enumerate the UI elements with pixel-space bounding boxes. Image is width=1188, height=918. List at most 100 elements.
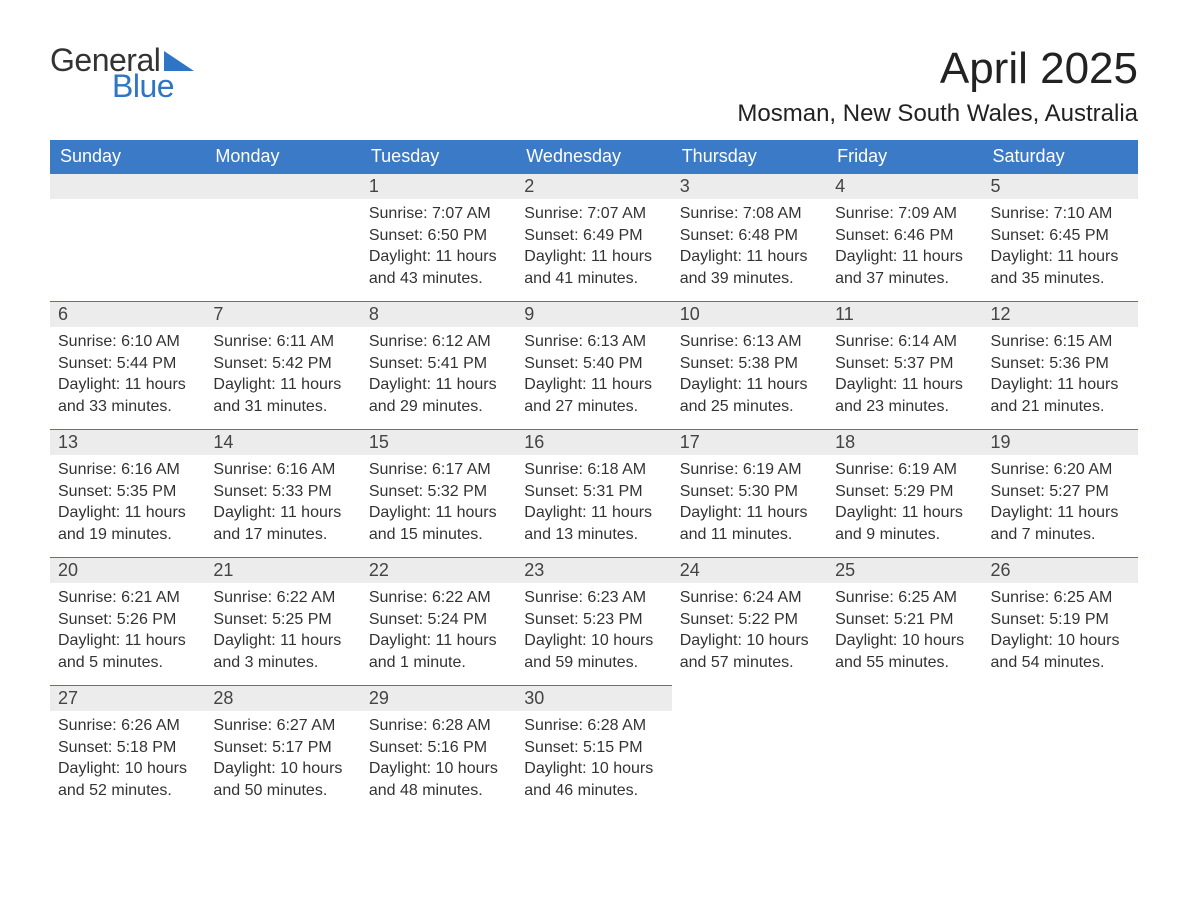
sunrise-line: Sunrise: 6:15 AM [991,331,1130,353]
sunrise-line: Sunrise: 6:12 AM [369,331,508,353]
sunset-line: Sunset: 5:26 PM [58,609,197,631]
calendar-cell: 16Sunrise: 6:18 AMSunset: 5:31 PMDayligh… [516,430,671,558]
day-content: Sunrise: 7:07 AMSunset: 6:49 PMDaylight:… [516,199,671,297]
calendar-cell [205,174,360,302]
calendar-cell: 28Sunrise: 6:27 AMSunset: 5:17 PMDayligh… [205,686,360,814]
sunset-line: Sunset: 5:27 PM [991,481,1130,503]
calendar-cell: 6Sunrise: 6:10 AMSunset: 5:44 PMDaylight… [50,302,205,430]
calendar-cell: 21Sunrise: 6:22 AMSunset: 5:25 PMDayligh… [205,558,360,686]
daylight-line: Daylight: 11 hours and 27 minutes. [524,374,663,417]
day-content: Sunrise: 6:25 AMSunset: 5:21 PMDaylight:… [827,583,982,681]
calendar-cell: 7Sunrise: 6:11 AMSunset: 5:42 PMDaylight… [205,302,360,430]
sunset-line: Sunset: 5:35 PM [58,481,197,503]
sunrise-line: Sunrise: 6:20 AM [991,459,1130,481]
sunrise-line: Sunrise: 6:25 AM [835,587,974,609]
daylight-line: Daylight: 11 hours and 7 minutes. [991,502,1130,545]
day-number: 16 [516,430,671,455]
sunset-line: Sunset: 5:36 PM [991,353,1130,375]
sunrise-line: Sunrise: 6:22 AM [369,587,508,609]
day-content: Sunrise: 6:20 AMSunset: 5:27 PMDaylight:… [983,455,1138,553]
calendar-cell: 18Sunrise: 6:19 AMSunset: 5:29 PMDayligh… [827,430,982,558]
sunset-line: Sunset: 5:40 PM [524,353,663,375]
sunrise-line: Sunrise: 6:11 AM [213,331,352,353]
day-content: Sunrise: 7:10 AMSunset: 6:45 PMDaylight:… [983,199,1138,297]
calendar-cell: 1Sunrise: 7:07 AMSunset: 6:50 PMDaylight… [361,174,516,302]
day-content: Sunrise: 6:19 AMSunset: 5:29 PMDaylight:… [827,455,982,553]
calendar-body: 1Sunrise: 7:07 AMSunset: 6:50 PMDaylight… [50,174,1138,814]
header: General Blue April 2025 Mosman, New Sout… [50,44,1138,140]
day-content: Sunrise: 6:16 AMSunset: 5:35 PMDaylight:… [50,455,205,553]
calendar-cell: 20Sunrise: 6:21 AMSunset: 5:26 PMDayligh… [50,558,205,686]
day-content: Sunrise: 6:22 AMSunset: 5:24 PMDaylight:… [361,583,516,681]
sunrise-line: Sunrise: 6:13 AM [524,331,663,353]
column-header: Sunday [50,140,205,174]
daylight-line: Daylight: 11 hours and 15 minutes. [369,502,508,545]
calendar-cell: 22Sunrise: 6:22 AMSunset: 5:24 PMDayligh… [361,558,516,686]
calendar-cell: 4Sunrise: 7:09 AMSunset: 6:46 PMDaylight… [827,174,982,302]
sunrise-line: Sunrise: 7:08 AM [680,203,819,225]
day-number: 11 [827,302,982,327]
day-number: 22 [361,558,516,583]
daylight-line: Daylight: 11 hours and 11 minutes. [680,502,819,545]
day-number: 30 [516,686,671,711]
day-number: 18 [827,430,982,455]
day-content: Sunrise: 6:21 AMSunset: 5:26 PMDaylight:… [50,583,205,681]
day-number: 29 [361,686,516,711]
calendar-cell: 14Sunrise: 6:16 AMSunset: 5:33 PMDayligh… [205,430,360,558]
sunset-line: Sunset: 5:15 PM [524,737,663,759]
sunset-line: Sunset: 5:22 PM [680,609,819,631]
day-number: 19 [983,430,1138,455]
calendar-cell: 30Sunrise: 6:28 AMSunset: 5:15 PMDayligh… [516,686,671,814]
sunset-line: Sunset: 5:17 PM [213,737,352,759]
day-content: Sunrise: 6:15 AMSunset: 5:36 PMDaylight:… [983,327,1138,425]
sunset-line: Sunset: 5:32 PM [369,481,508,503]
calendar-cell: 3Sunrise: 7:08 AMSunset: 6:48 PMDaylight… [672,174,827,302]
calendar-cell: 27Sunrise: 6:26 AMSunset: 5:18 PMDayligh… [50,686,205,814]
logo: General Blue [50,44,198,102]
calendar-header-row: SundayMondayTuesdayWednesdayThursdayFrid… [50,140,1138,174]
daylight-line: Daylight: 10 hours and 48 minutes. [369,758,508,801]
day-number: 25 [827,558,982,583]
daylight-line: Daylight: 11 hours and 9 minutes. [835,502,974,545]
daylight-line: Daylight: 10 hours and 46 minutes. [524,758,663,801]
sunset-line: Sunset: 5:31 PM [524,481,663,503]
day-number: 24 [672,558,827,583]
day-content: Sunrise: 6:28 AMSunset: 5:15 PMDaylight:… [516,711,671,809]
day-content: Sunrise: 6:18 AMSunset: 5:31 PMDaylight:… [516,455,671,553]
day-content: Sunrise: 6:10 AMSunset: 5:44 PMDaylight:… [50,327,205,425]
daylight-line: Daylight: 11 hours and 37 minutes. [835,246,974,289]
calendar-cell [672,686,827,814]
day-number: 10 [672,302,827,327]
daylight-line: Daylight: 11 hours and 25 minutes. [680,374,819,417]
calendar-cell: 17Sunrise: 6:19 AMSunset: 5:30 PMDayligh… [672,430,827,558]
daylight-line: Daylight: 11 hours and 43 minutes. [369,246,508,289]
sunrise-line: Sunrise: 7:07 AM [524,203,663,225]
sunset-line: Sunset: 5:21 PM [835,609,974,631]
sunrise-line: Sunrise: 6:10 AM [58,331,197,353]
daylight-line: Daylight: 10 hours and 52 minutes. [58,758,197,801]
day-number: 26 [983,558,1138,583]
sunrise-line: Sunrise: 7:09 AM [835,203,974,225]
day-content: Sunrise: 6:16 AMSunset: 5:33 PMDaylight:… [205,455,360,553]
calendar-week-row: 20Sunrise: 6:21 AMSunset: 5:26 PMDayligh… [50,558,1138,686]
calendar-cell: 19Sunrise: 6:20 AMSunset: 5:27 PMDayligh… [983,430,1138,558]
day-content: Sunrise: 6:14 AMSunset: 5:37 PMDaylight:… [827,327,982,425]
calendar-cell: 12Sunrise: 6:15 AMSunset: 5:36 PMDayligh… [983,302,1138,430]
calendar-cell [983,686,1138,814]
sunset-line: Sunset: 5:16 PM [369,737,508,759]
daylight-line: Daylight: 10 hours and 50 minutes. [213,758,352,801]
day-content: Sunrise: 6:23 AMSunset: 5:23 PMDaylight:… [516,583,671,681]
sunset-line: Sunset: 5:29 PM [835,481,974,503]
sunrise-line: Sunrise: 6:16 AM [213,459,352,481]
day-number: 12 [983,302,1138,327]
sunrise-line: Sunrise: 6:19 AM [835,459,974,481]
daylight-line: Daylight: 11 hours and 33 minutes. [58,374,197,417]
sunrise-line: Sunrise: 6:27 AM [213,715,352,737]
month-title: April 2025 [737,44,1138,94]
day-content: Sunrise: 6:13 AMSunset: 5:38 PMDaylight:… [672,327,827,425]
sunset-line: Sunset: 5:44 PM [58,353,197,375]
day-content: Sunrise: 6:17 AMSunset: 5:32 PMDaylight:… [361,455,516,553]
column-header: Friday [827,140,982,174]
sunset-line: Sunset: 6:49 PM [524,225,663,247]
day-content: Sunrise: 6:13 AMSunset: 5:40 PMDaylight:… [516,327,671,425]
